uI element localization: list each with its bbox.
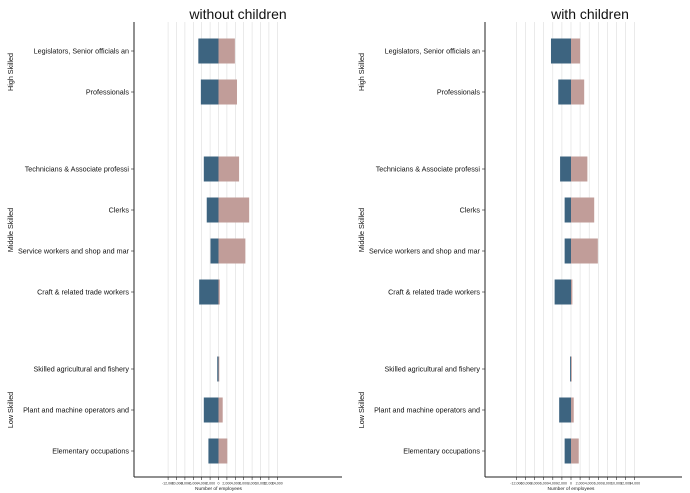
x-tick-label: -10,000 [519,482,531,486]
bar-positive [218,238,246,264]
bar-positive [571,79,585,105]
bar-positive [218,156,240,182]
category-label: Craft & related trade workers [388,288,480,297]
group-label: Low Skilled [6,392,15,428]
category-label: Service workers and shop and mar [369,247,481,256]
category-label: Plant and machine operators and [23,406,129,415]
bar-negative [203,156,219,182]
category-label: Craft & related trade workers [37,288,129,297]
bar-positive [218,79,237,105]
bar-positive [218,356,220,382]
category-label: Skilled agricultural and fishery [385,365,481,374]
category-label: Elementary occupations [403,447,480,456]
x-tick-label: 12,000 [620,482,631,486]
group-label: High Skilled [6,53,15,91]
category-label: Professionals [437,88,481,97]
category-label: Legislators, Senior officials an [385,47,480,56]
x-tick-label: 8,000 [248,482,257,486]
x-tick-label: -2,000 [557,482,567,486]
x-axis-label: Number of employees [195,486,243,492]
bar-positive [218,397,223,423]
bar-positive [571,438,579,464]
x-tick-label: -6,000 [188,482,198,486]
bar-negative [199,279,219,305]
bar-positive [571,397,574,423]
bar-positive [571,197,595,223]
x-tick-label: -4,000 [548,482,558,486]
bar-negative [560,156,571,182]
bar-positive [571,156,588,182]
x-tick-label: 6,000 [594,482,603,486]
bar-positive [218,197,250,223]
bar-negative [564,438,571,464]
bar-negative [550,38,571,64]
x-tick-label: 6,000 [239,482,248,486]
x-tick-label: 4,000 [585,482,594,486]
category-label: Technicians & Associate professi [376,165,481,174]
x-tick-label: 14,000 [629,482,640,486]
bar-negative [200,79,219,105]
group-label: Low Skilled [357,392,366,428]
x-tick-label: 0 [570,482,572,486]
bar-positive [571,38,581,64]
bar-positive [218,279,220,305]
category-label: Service workers and shop and mar [18,247,130,256]
category-label: Technicians & Associate professi [25,165,130,174]
panel-with-children: with children-12,000-10,000-8,000-6,000-… [357,6,682,492]
category-label: Clerks [460,206,481,215]
category-label: Legislators, Senior officials an [34,47,129,56]
group-label: High Skilled [357,53,366,91]
category-label: Plant and machine operators and [374,406,480,415]
x-tick-label: 10,000 [611,482,622,486]
bar-positive [571,238,598,264]
bar-negative [570,356,571,382]
bar-negative [198,38,219,64]
x-tick-label: 2,000 [222,482,231,486]
bar-positive [218,38,235,64]
panel-title: with children [550,6,629,22]
bar-positive [218,438,228,464]
bar-negative [559,397,571,423]
x-tick-label: -2,000 [205,482,215,486]
x-tick-label: -12,000 [510,482,522,486]
group-label: Middle Skilled [6,208,15,252]
category-label: Skilled agricultural and fishery [34,365,130,374]
bar-negative [203,397,219,423]
x-tick-label: -12,000 [162,482,174,486]
x-tick-label: -4,000 [197,482,207,486]
bar-positive [571,356,572,382]
bar-negative [208,438,219,464]
category-label: Elementary occupations [52,447,129,456]
panel-without-children: without children -12,000-10,000-8,000-6,0… [6,6,342,492]
bar-positive [571,279,573,305]
x-tick-label: -6,000 [539,482,549,486]
bar-negative [564,197,571,223]
x-tick-label: -8,000 [180,482,190,486]
x-tick-label: -8,000 [529,482,539,486]
x-tick-label: 14,000 [272,482,283,486]
x-tick-label: -10,000 [170,482,182,486]
bar-negative [564,238,571,264]
category-label: Professionals [86,88,130,97]
x-tick-label: 0 [218,482,220,486]
bar-negative [217,356,219,382]
bar-negative [210,238,219,264]
x-tick-label: 8,000 [603,482,612,486]
x-tick-label: 10,000 [255,482,266,486]
x-axis-label: Number of employees [548,486,596,492]
bar-negative [206,197,219,223]
category-label: Clerks [109,206,130,215]
bar-negative [558,79,571,105]
panel-title: without children [188,6,286,22]
x-tick-label: 4,000 [231,482,240,486]
bar-negative [554,279,571,305]
x-tick-label: 12,000 [263,482,274,486]
group-label: Middle Skilled [357,208,366,252]
x-tick-label: 2,000 [576,482,585,486]
